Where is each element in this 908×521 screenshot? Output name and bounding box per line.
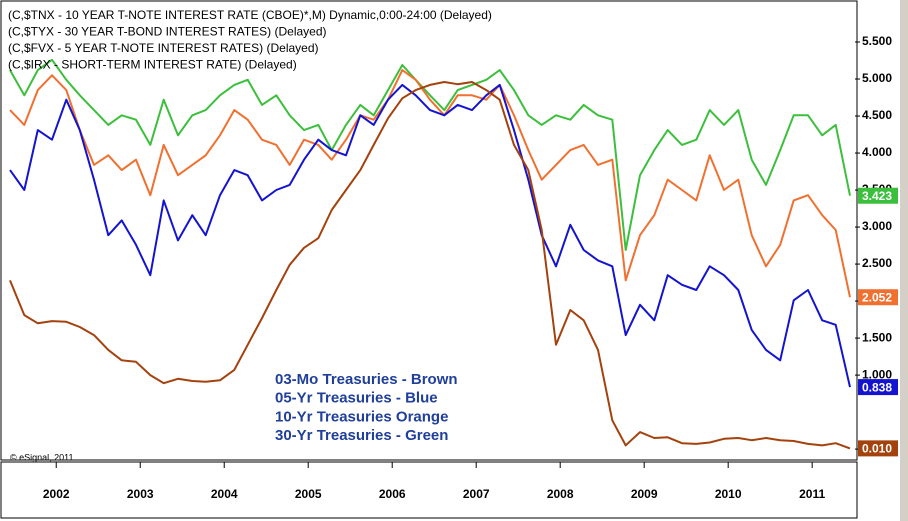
x-tick-label: 2002 — [43, 487, 70, 501]
y-tick-label: 5.000 — [862, 71, 892, 85]
x-tick-label: 2005 — [295, 487, 322, 501]
y-tick-label: 5.500 — [862, 34, 892, 48]
annotation: 10-Yr Treasuries Orange — [275, 408, 448, 425]
legend-entry: (C,$IRX - SHORT-TERM INTEREST RATE) (Del… — [8, 58, 297, 72]
last-value-box — [858, 379, 898, 396]
last-value-label: 0.838 — [862, 380, 892, 394]
x-tick-label: 2009 — [631, 487, 658, 501]
x-tick-label: 2011 — [799, 487, 825, 501]
legend-entry: (C,$TYX - 30 YEAR T-BOND INTEREST RATES)… — [8, 25, 327, 39]
y-tick-label: 2.500 — [862, 256, 892, 270]
last-value-label: 0.010 — [862, 442, 892, 456]
y-tick-label: 1.000 — [862, 367, 892, 381]
last-value-label: 3.423 — [862, 189, 892, 203]
y-tick-label: 4.500 — [862, 108, 892, 122]
y-tick-label: 1.500 — [862, 330, 892, 344]
series-line — [9, 69, 851, 298]
series-line — [9, 58, 851, 251]
annotation: 05-Yr Treasuries - Blue — [275, 390, 438, 407]
x-axis-frame — [0, 461, 858, 519]
plot-frame — [0, 0, 858, 461]
last-value-box — [858, 289, 898, 306]
annotation: 03-Mo Treasuries - Brown — [275, 371, 458, 388]
x-tick-label: 2007 — [463, 487, 490, 501]
annotation: 30-Yr Treasuries - Green — [275, 427, 448, 444]
legend-entry: (C,$FVX - 5 YEAR T-NOTE INTEREST RATES) … — [8, 41, 319, 55]
x-tick-label: 2010 — [715, 487, 742, 501]
y-tick-label: 3.000 — [862, 219, 892, 233]
source: © eSignal, 2011 — [10, 452, 74, 462]
series-line — [9, 81, 851, 450]
last-value-box — [858, 440, 898, 457]
y-tick-label: 4.000 — [862, 145, 892, 159]
window-edge — [900, 0, 908, 521]
x-tick-label: 2006 — [379, 487, 406, 501]
x-tick-label: 2004 — [211, 487, 238, 501]
x-tick-label: 2008 — [547, 487, 574, 501]
last-value-box — [858, 187, 898, 204]
x-tick-label: 2003 — [127, 487, 154, 501]
series-line — [9, 83, 851, 388]
last-value-label: 2.052 — [862, 290, 892, 304]
legend-entry: (C,$TNX - 10 YEAR T-NOTE INTEREST RATE (… — [8, 8, 492, 22]
